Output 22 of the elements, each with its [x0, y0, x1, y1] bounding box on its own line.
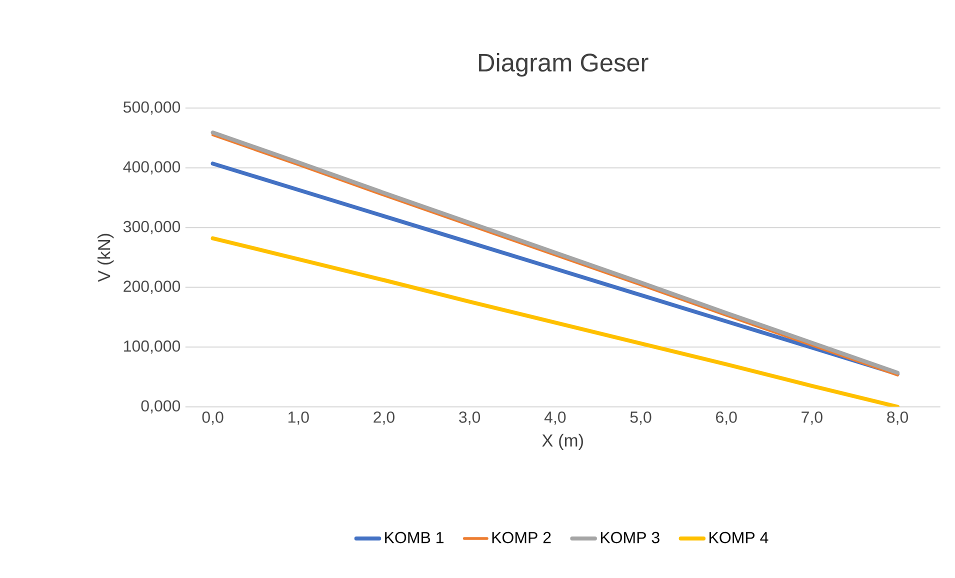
legend-label: KOMP 2 [492, 532, 551, 544]
x-tick-label: 5,0 [630, 412, 652, 425]
x-tick-label: 3,0 [459, 412, 480, 425]
y-tick-label: 100,000 [124, 340, 180, 354]
x-tick-label: 7,0 [802, 412, 822, 425]
x-tick-label: 2,0 [374, 412, 394, 425]
y-tick-label: 200,000 [124, 280, 180, 294]
x-tick-label: 4,0 [544, 412, 566, 425]
y-tick-label: 0,000 [141, 400, 180, 414]
y-tick-label: 400,000 [123, 161, 180, 175]
legend-label: KOMB 1 [385, 532, 444, 544]
legend-label: KOMP 4 [710, 532, 768, 544]
x-tick-label: 6,0 [716, 412, 737, 425]
y-tick-label: 300,000 [123, 221, 180, 234]
chart-title: Diagram Geser [479, 53, 648, 77]
x-tick-label: 1,0 [288, 412, 309, 425]
x-tick-label: 0,0 [202, 412, 224, 425]
x-tick-label: 8,0 [887, 412, 908, 425]
y-tick-label: 500,000 [123, 102, 180, 115]
y-axis-title: V (kN) [98, 234, 114, 282]
legend-label: KOMP 3 [600, 532, 660, 544]
x-axis-title: X (m) [542, 434, 583, 450]
